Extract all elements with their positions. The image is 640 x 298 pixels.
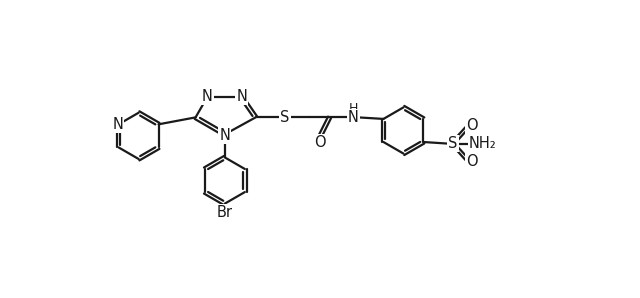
Text: NH₂: NH₂ [469,136,497,151]
Text: O: O [466,118,478,133]
Text: O: O [314,135,325,150]
Text: S: S [280,110,289,125]
Text: N: N [348,110,359,125]
Text: N: N [236,89,247,104]
Text: N: N [113,117,124,132]
Text: N: N [220,128,230,142]
Text: H: H [349,103,358,115]
Text: N: N [202,89,212,104]
Text: Br: Br [217,205,233,220]
Text: O: O [466,154,478,169]
Text: S: S [448,136,458,151]
